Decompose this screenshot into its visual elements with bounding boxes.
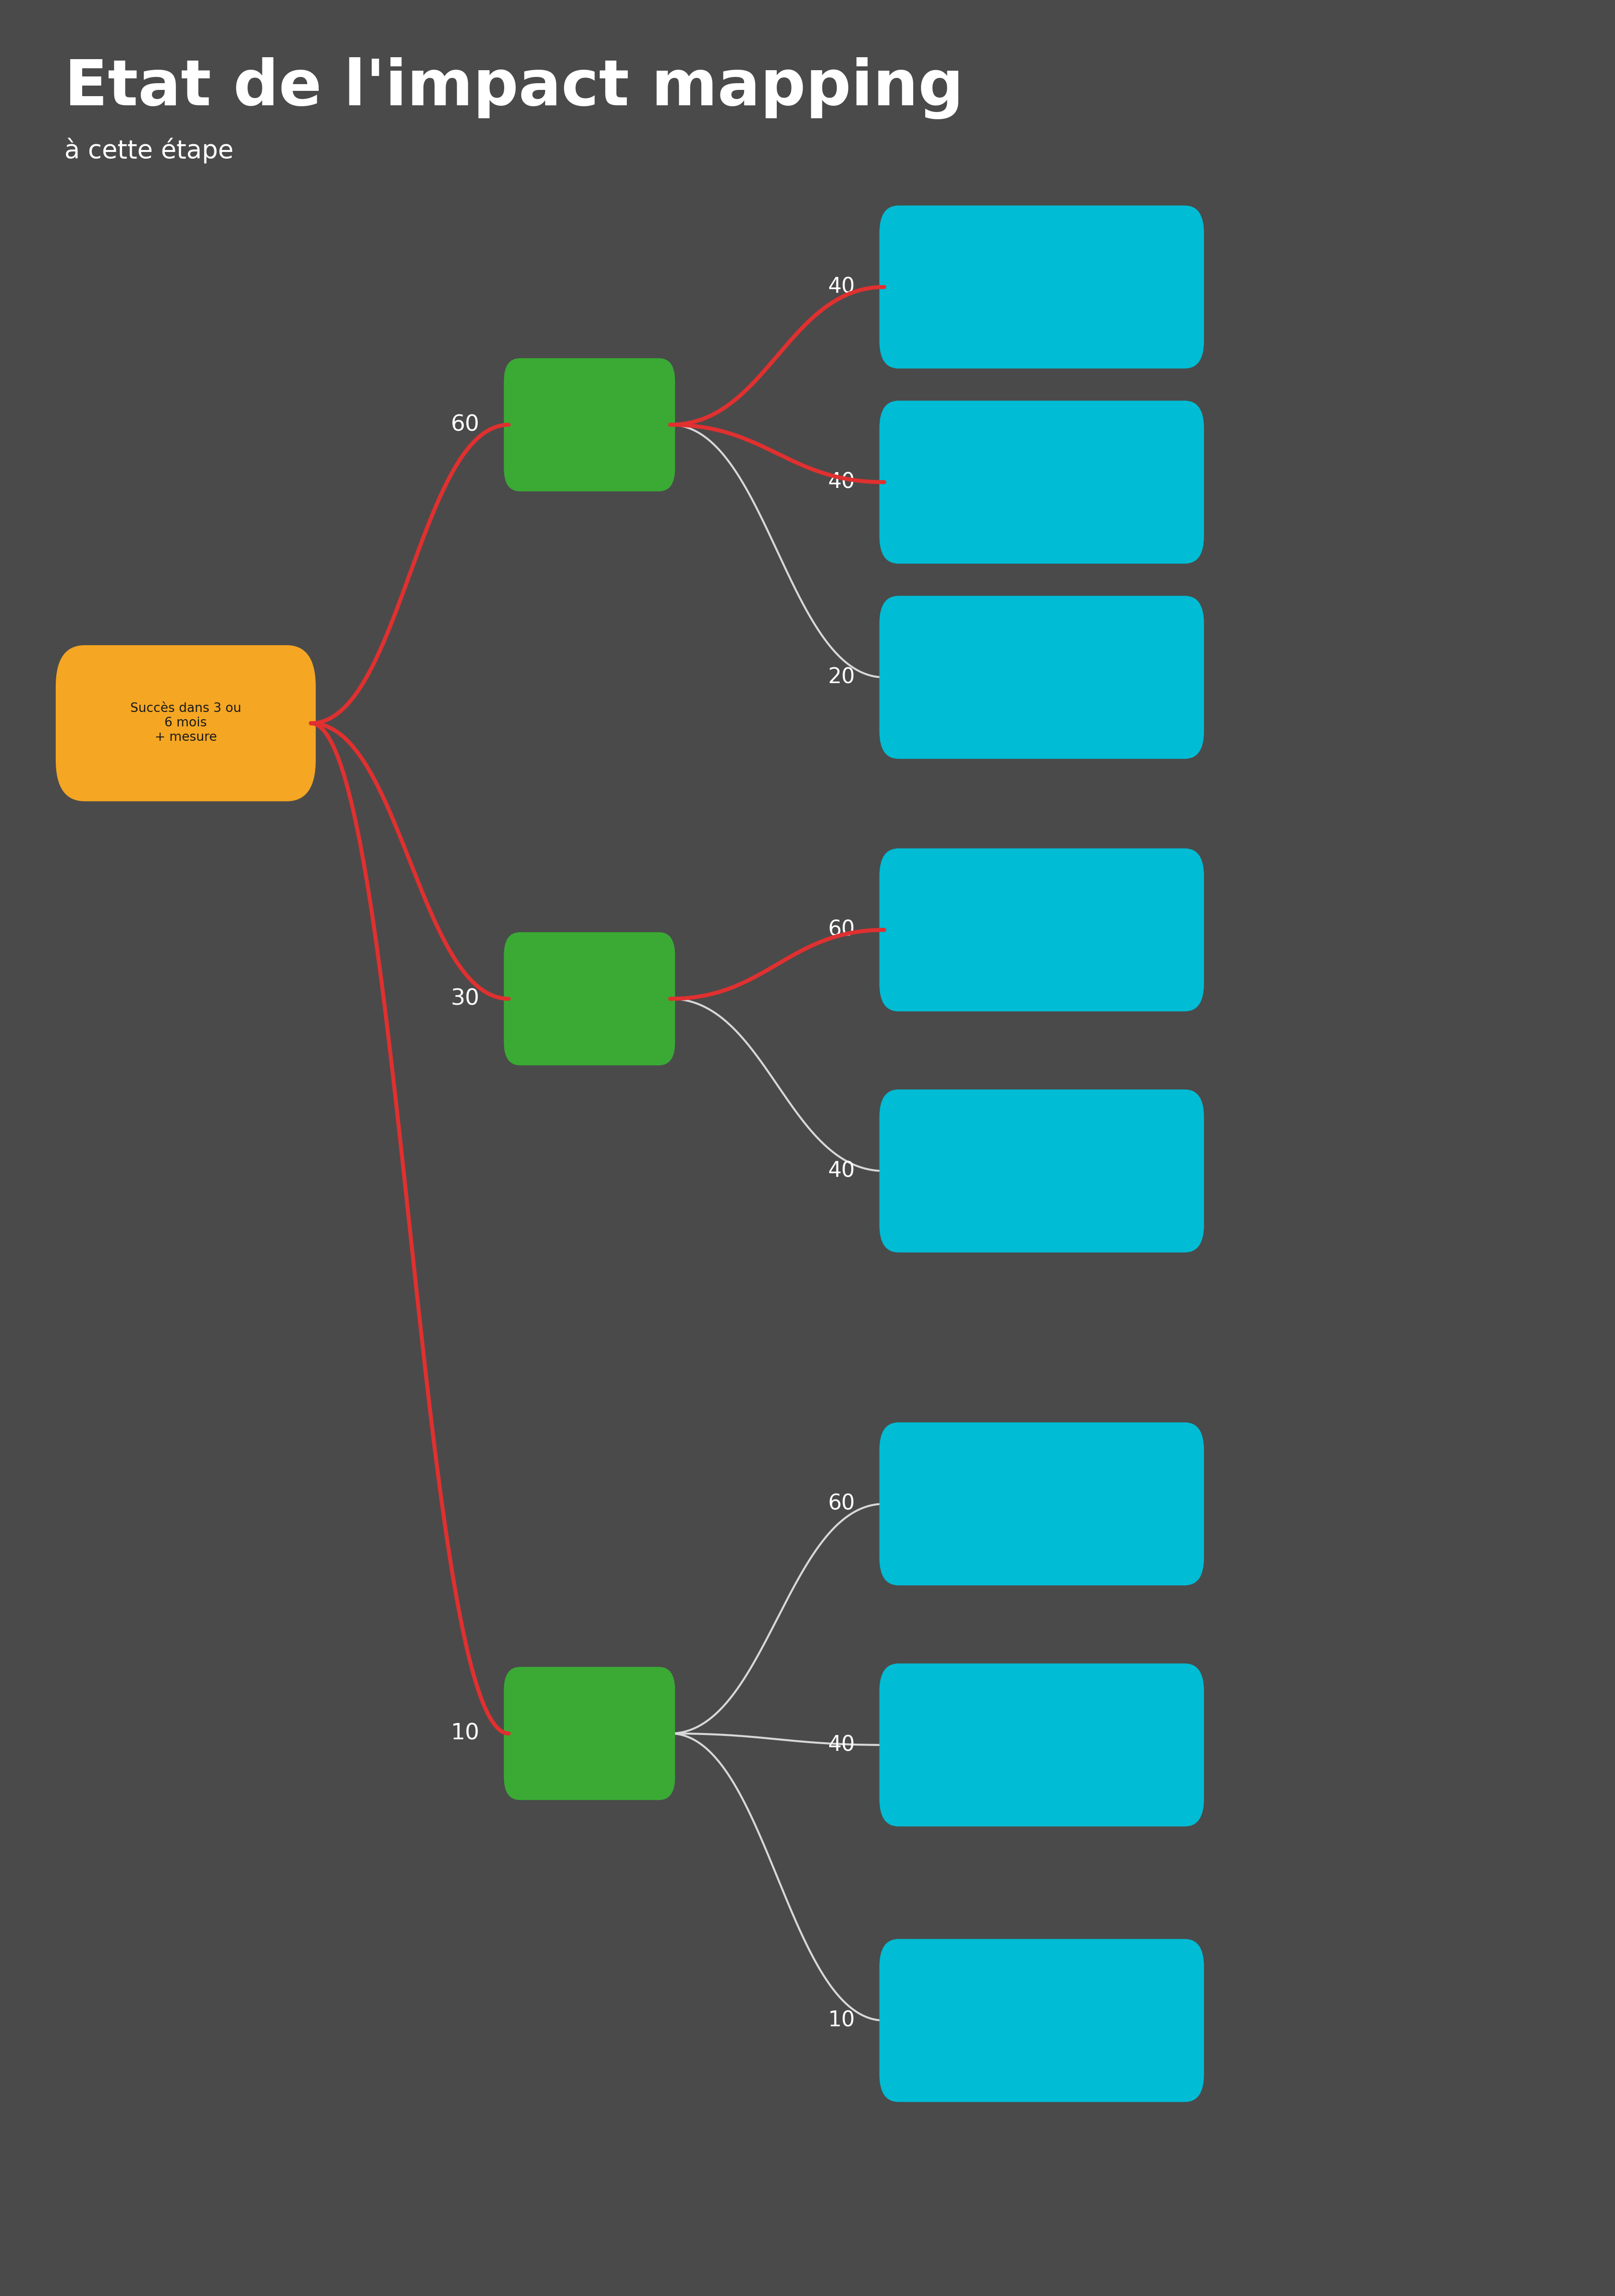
Text: 40: 40 — [828, 1733, 856, 1756]
FancyBboxPatch shape — [880, 1662, 1205, 1828]
FancyBboxPatch shape — [880, 204, 1205, 367]
FancyBboxPatch shape — [504, 358, 675, 491]
FancyBboxPatch shape — [57, 645, 317, 801]
FancyBboxPatch shape — [880, 1938, 1205, 2103]
FancyBboxPatch shape — [504, 932, 675, 1065]
Text: 10: 10 — [451, 1722, 480, 1745]
FancyBboxPatch shape — [880, 847, 1205, 1010]
FancyBboxPatch shape — [880, 400, 1205, 563]
Text: 30: 30 — [451, 987, 480, 1010]
Text: à cette étape: à cette étape — [65, 138, 234, 163]
FancyBboxPatch shape — [880, 1421, 1205, 1584]
Text: 40: 40 — [828, 276, 856, 298]
Text: 10: 10 — [828, 2009, 856, 2032]
FancyBboxPatch shape — [504, 1667, 675, 1800]
Text: 60: 60 — [828, 1492, 856, 1515]
FancyBboxPatch shape — [880, 597, 1205, 758]
Text: 40: 40 — [828, 1159, 856, 1182]
Text: 60: 60 — [451, 413, 480, 436]
Text: Etat de l'impact mapping: Etat de l'impact mapping — [65, 57, 964, 119]
Text: 60: 60 — [828, 918, 856, 941]
FancyBboxPatch shape — [880, 1088, 1205, 1254]
Text: Succès dans 3 ou
6 mois
+ mesure: Succès dans 3 ou 6 mois + mesure — [131, 703, 241, 744]
Text: 40: 40 — [828, 471, 856, 494]
Text: 20: 20 — [828, 666, 856, 689]
